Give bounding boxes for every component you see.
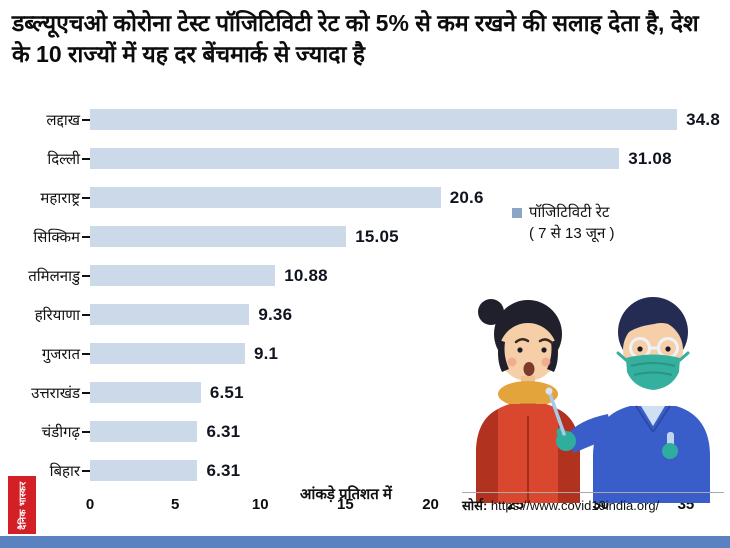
bar-row: तमिलनाडु 10.88 bbox=[0, 256, 730, 295]
tick-dash bbox=[82, 391, 90, 394]
category-label: सिक्किम bbox=[0, 227, 90, 247]
swab-test-illustration bbox=[476, 297, 710, 503]
bar-row: सिक्किम 15.05 bbox=[0, 217, 730, 256]
category-label: महाराष्ट्र bbox=[0, 188, 90, 208]
bar-value: 15.05 bbox=[355, 226, 399, 246]
tick-dash bbox=[82, 157, 90, 160]
legend-swatch bbox=[512, 207, 522, 218]
bar bbox=[90, 304, 250, 325]
legend-label: पॉजिटिविटी रेट bbox=[529, 204, 610, 221]
category-text: गुजरात bbox=[41, 345, 80, 363]
illustration-health-worker-figure bbox=[545, 297, 710, 503]
category-text: उत्तराखंड bbox=[31, 384, 80, 402]
category-text: बिहार bbox=[49, 462, 80, 480]
category-label: बिहार bbox=[0, 461, 90, 481]
bar-row: महाराष्ट्र 20.6 bbox=[0, 178, 730, 217]
bar-value: 34.8 bbox=[686, 109, 720, 129]
category-label: दिल्ली bbox=[0, 149, 90, 169]
category-label: तमिलनाडु bbox=[0, 266, 90, 286]
category-text: दिल्ली bbox=[47, 150, 80, 168]
brand-logo-text: दैनिक भास्कर bbox=[17, 480, 28, 530]
tick-dash bbox=[82, 352, 90, 355]
bar-row: लद्दाख 34.8 bbox=[0, 100, 730, 139]
bar-value: 6.31 bbox=[206, 460, 241, 480]
x-tick-label: 20 bbox=[422, 496, 439, 513]
source-label: सोर्स: bbox=[462, 498, 488, 513]
bar-value: 31.08 bbox=[628, 148, 672, 168]
source-url: https://www.covid19india.org/ bbox=[490, 498, 660, 513]
bar-row: गुजरात 9.1 bbox=[0, 334, 730, 373]
tick-dash bbox=[82, 430, 90, 433]
bar bbox=[90, 421, 198, 442]
tick-dash bbox=[82, 469, 90, 472]
illustration-woman-figure bbox=[476, 299, 580, 503]
bar bbox=[90, 343, 245, 364]
bar-row: चंडीगढ़ 6.31 bbox=[0, 412, 730, 451]
x-tick-label: 10 bbox=[251, 496, 269, 513]
bar bbox=[90, 187, 441, 208]
bar-value: 9.1 bbox=[253, 343, 279, 363]
bottom-strip bbox=[0, 536, 730, 548]
bar-row: हरियाणा 9.36 bbox=[0, 295, 730, 334]
bar-value: 20.6 bbox=[449, 187, 484, 207]
bar bbox=[90, 109, 678, 130]
bar-row: दिल्ली 31.08 bbox=[0, 139, 730, 178]
tick-dash bbox=[82, 235, 90, 238]
bar-value: 6.51 bbox=[209, 382, 244, 402]
x-tick-label: 15 bbox=[337, 496, 354, 513]
category-text: तमिलनाडु bbox=[28, 267, 80, 285]
tick-dash bbox=[82, 274, 90, 277]
units-note: आंकड़े प्रतिशत में bbox=[300, 486, 392, 503]
category-text: महाराष्ट्र bbox=[40, 189, 80, 207]
category-text: सिक्किम bbox=[33, 228, 80, 246]
category-text: लद्दाख bbox=[46, 111, 80, 129]
tick-dash bbox=[82, 196, 90, 199]
category-label: लद्दाख bbox=[0, 110, 90, 130]
tick-dash bbox=[82, 118, 90, 121]
bar-value: 6.31 bbox=[206, 421, 241, 441]
legend: पॉजिटिविटी रेट ( 7 से 13 जून ) bbox=[512, 202, 614, 244]
bar-chart: लद्दाख 34.8 दिल्ली 31.08 महाराष्ट्र 20.6… bbox=[0, 100, 730, 518]
bar bbox=[90, 226, 347, 247]
category-text: हरियाणा bbox=[34, 306, 80, 324]
category-label: उत्तराखंड bbox=[0, 383, 90, 403]
category-text: चंडीगढ़ bbox=[41, 423, 80, 441]
bar-value: 10.88 bbox=[284, 265, 328, 285]
bar bbox=[90, 148, 620, 169]
brand-logo: दैनिक भास्कर bbox=[8, 476, 36, 534]
source-credit: सोर्स: https://www.covid19india.org/ bbox=[462, 492, 724, 514]
bar-value: 9.36 bbox=[258, 304, 293, 324]
bar bbox=[90, 460, 198, 481]
tick-dash bbox=[82, 313, 90, 316]
legend-sublabel: ( 7 से 13 जून ) bbox=[529, 225, 615, 242]
category-label: गुजरात bbox=[0, 344, 90, 364]
bar-row: बिहार 6.31 bbox=[0, 451, 730, 490]
x-tick-label: 5 bbox=[170, 496, 180, 513]
x-tick-label: 0 bbox=[85, 496, 95, 513]
category-label: हरियाणा bbox=[0, 305, 90, 325]
bar bbox=[90, 382, 201, 403]
headline: डब्ल्यूएचओ कोरोना टेस्ट पॉजिटिविटी रेट क… bbox=[12, 10, 699, 68]
bar-row: उत्तराखंड 6.51 bbox=[0, 373, 730, 412]
bar bbox=[90, 265, 276, 286]
category-label: चंडीगढ़ bbox=[0, 422, 90, 442]
